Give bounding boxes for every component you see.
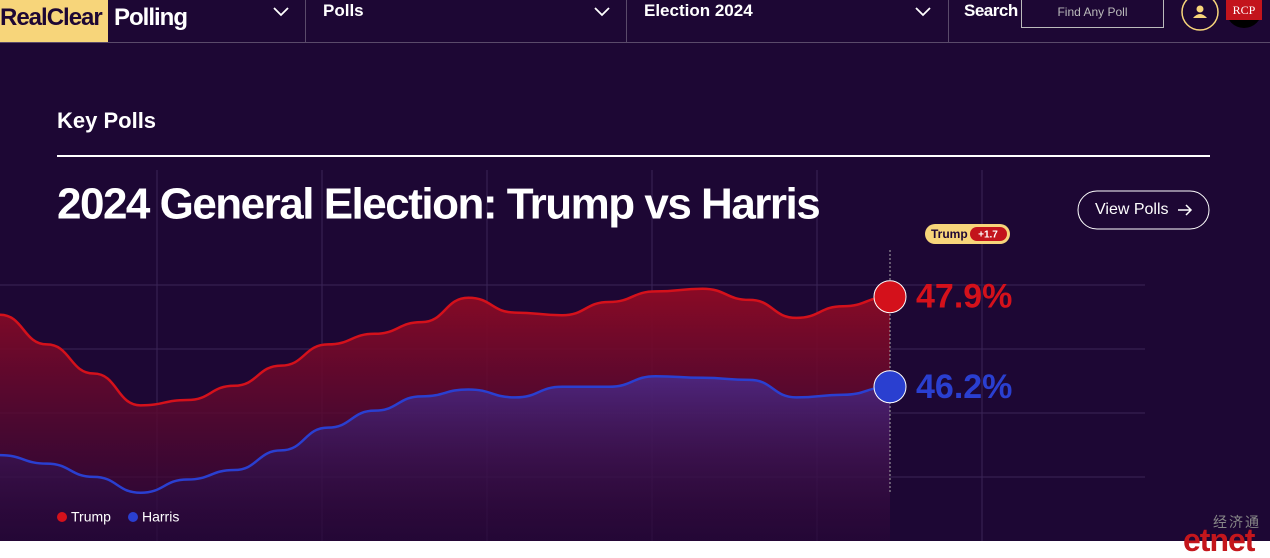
chevron[interactable] [593, 6, 611, 18]
legend-label: Harris [142, 509, 179, 525]
logo-left[interactable]: RealClear [0, 0, 108, 42]
user-icon[interactable] [1180, 0, 1220, 32]
value-label: 46.2% [916, 368, 1012, 406]
end-marker [873, 280, 907, 314]
chart-title: 2024 General Election: Trump vs Harris [57, 180, 819, 229]
legend-swatch [57, 512, 67, 522]
section-title: Key Polls [57, 108, 157, 133]
arrow-icon[interactable] [1178, 204, 1193, 216]
value-label: 47.9% [916, 278, 1012, 316]
divider [57, 155, 1210, 157]
lead-name: Trump [931, 227, 968, 241]
series-line [0, 374, 891, 495]
nav-item[interactable]: Polls [323, 1, 364, 20]
nav-item[interactable]: Election 2024 [644, 1, 753, 20]
search-label: Search [964, 1, 1018, 20]
search-input[interactable]: Find Any Poll [1021, 0, 1164, 28]
rcp-badge[interactable]: RCP [1226, 0, 1262, 20]
lead-margin: +1.7 [978, 230, 998, 241]
chevron[interactable] [914, 6, 932, 18]
lead-pill [970, 227, 1007, 241]
view-polls-button[interactable] [1077, 190, 1210, 230]
nav-bar: RealClear Polling Polls Election 2024 Se… [0, 0, 1270, 43]
series-area [0, 376, 890, 541]
series-line [0, 287, 891, 407]
legend-swatch [128, 512, 138, 522]
page: RealClear Polling Polls Election 2024 Se… [0, 0, 1270, 541]
watermark-top: 经济通 [1213, 514, 1261, 530]
button-label[interactable]: View Polls [1095, 201, 1169, 218]
watermark-bottom: etnet [1183, 522, 1255, 558]
legend-label: Trump [71, 509, 111, 525]
logo-right[interactable]: Polling [114, 4, 188, 31]
chevron[interactable] [272, 6, 290, 18]
end-marker [873, 370, 907, 404]
chart: 2024 General Election: Trump vs Harris V… [0, 170, 1210, 541]
